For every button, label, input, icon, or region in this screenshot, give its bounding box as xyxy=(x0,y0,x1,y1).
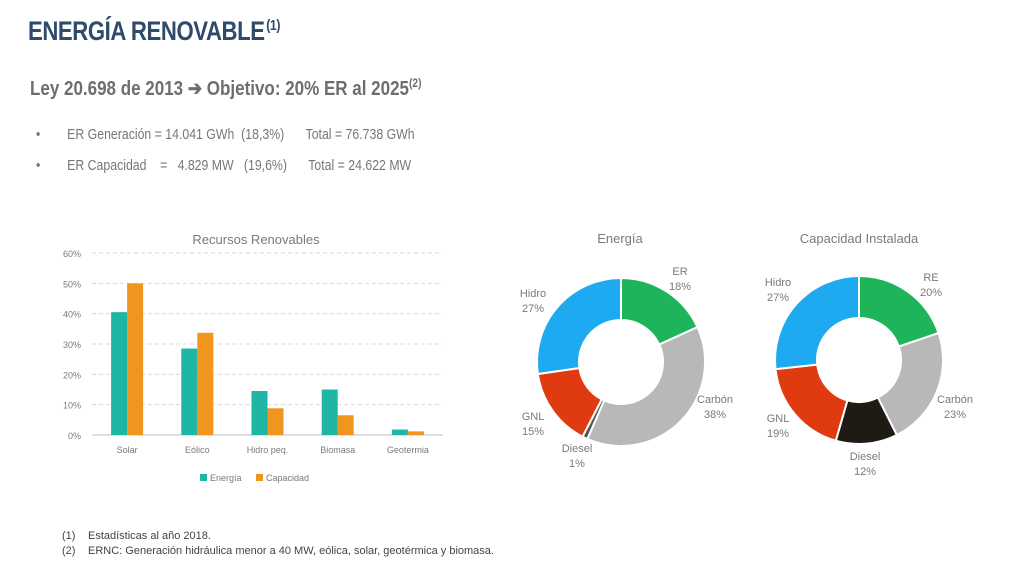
bar-capacidad xyxy=(407,431,424,435)
x-tick-label: Eólico xyxy=(185,445,210,455)
footnote-1: (1) Estadísticas al año 2018. xyxy=(62,530,494,542)
page-title-footnote-ref: (1) xyxy=(266,17,281,34)
x-tick-label: Geotermia xyxy=(387,445,429,455)
slice-value: 19% xyxy=(767,428,789,440)
footnote-text: ERNC: Generación hidráulica menor a 40 M… xyxy=(88,545,494,557)
slice-value: 1% xyxy=(569,458,585,470)
y-tick-label: 0% xyxy=(68,431,81,441)
page-subtitle: Ley 20.698 de 2013 ➔ Objetivo: 20% ER al… xyxy=(30,76,421,101)
slice-label: Carbón xyxy=(697,394,733,406)
slice-label: ER xyxy=(672,266,687,278)
bullet-total: Total = 76.738 GWh xyxy=(305,126,415,143)
footnote-text: Estadísticas al año 2018. xyxy=(88,530,211,542)
chart-title: Recursos Renovables xyxy=(192,232,320,247)
legend-swatch xyxy=(256,474,263,481)
bullet-dot: • xyxy=(36,157,41,174)
legend-label: Energía xyxy=(210,473,242,483)
slice-label: Diesel xyxy=(562,443,593,455)
legend-swatch xyxy=(200,474,207,481)
slice-value: 38% xyxy=(704,409,726,421)
slice-label: GNL xyxy=(767,413,790,425)
bar-energía xyxy=(111,312,128,435)
slice-label: Hidro xyxy=(520,288,546,300)
x-tick-label: Biomasa xyxy=(320,445,355,455)
slice-label: Diesel xyxy=(850,451,881,463)
bullet-label: ER Capacidad = 4.829 MW (19,6%) xyxy=(67,157,287,174)
footnote-number: (2) xyxy=(62,545,76,557)
bullet-capacity: • ER Capacidad = 4.829 MW (19,6%) Total = … xyxy=(36,157,411,174)
legend-label: Capacidad xyxy=(266,473,309,483)
footnotes: (1) Estadísticas al año 2018. (2) ERNC: Ge… xyxy=(62,530,494,560)
footnote-number: (1) xyxy=(62,530,76,542)
y-tick-label: 10% xyxy=(63,401,81,411)
bar-capacidad xyxy=(127,283,144,435)
chart-title: Capacidad Instalada xyxy=(800,231,919,246)
bullet-generation: • ER Generación = 14.041 GWh (18,3%) Total… xyxy=(36,126,415,143)
slice-label: GNL xyxy=(522,411,545,423)
bullet-label: ER Generación = 14.041 GWh (18,3%) xyxy=(67,126,285,143)
bullet-dot: • xyxy=(36,126,41,143)
slice-label: RE xyxy=(923,272,938,284)
slice-value: 18% xyxy=(669,281,691,293)
page-title-text: ENERGÍA RENOVABLE xyxy=(28,16,265,46)
slice-value: 23% xyxy=(944,409,966,421)
y-tick-label: 30% xyxy=(63,340,81,350)
slice-value: 20% xyxy=(920,287,942,299)
slice-hidro xyxy=(536,276,622,376)
bar-energía xyxy=(321,389,338,435)
bar-capacidad xyxy=(197,332,214,435)
slice-carbón xyxy=(586,325,706,447)
slice-value: 27% xyxy=(767,292,789,304)
bar-capacidad xyxy=(337,415,354,435)
y-tick-label: 50% xyxy=(63,279,81,289)
chart-title: Energía xyxy=(597,231,643,246)
x-tick-label: Hidro peq. xyxy=(247,445,289,455)
slice-hidro xyxy=(774,274,860,371)
bar-energía xyxy=(181,348,198,435)
slice-label: Carbón xyxy=(937,394,973,406)
page-subtitle-footnote-ref: (2) xyxy=(409,76,422,90)
footnote-2: (2) ERNC: Generación hidráulica menor a 4… xyxy=(62,545,494,557)
slice-label: Hidro xyxy=(765,277,791,289)
y-tick-label: 20% xyxy=(63,370,81,380)
x-tick-label: Solar xyxy=(117,445,138,455)
bar-energía xyxy=(391,429,408,435)
page-title: ENERGÍA RENOVABLE (1) xyxy=(28,16,280,47)
bullet-total: Total = 24.622 MW xyxy=(308,157,412,174)
bar-energía xyxy=(251,391,268,435)
y-tick-label: 40% xyxy=(63,310,81,320)
y-tick-label: 60% xyxy=(63,249,81,259)
slice-value: 27% xyxy=(522,303,544,315)
slice-value: 12% xyxy=(854,466,876,478)
page-subtitle-text: Ley 20.698 de 2013 ➔ Objetivo: 20% ER al… xyxy=(30,78,410,100)
slice-value: 15% xyxy=(522,426,544,438)
bar-capacidad xyxy=(267,408,284,435)
